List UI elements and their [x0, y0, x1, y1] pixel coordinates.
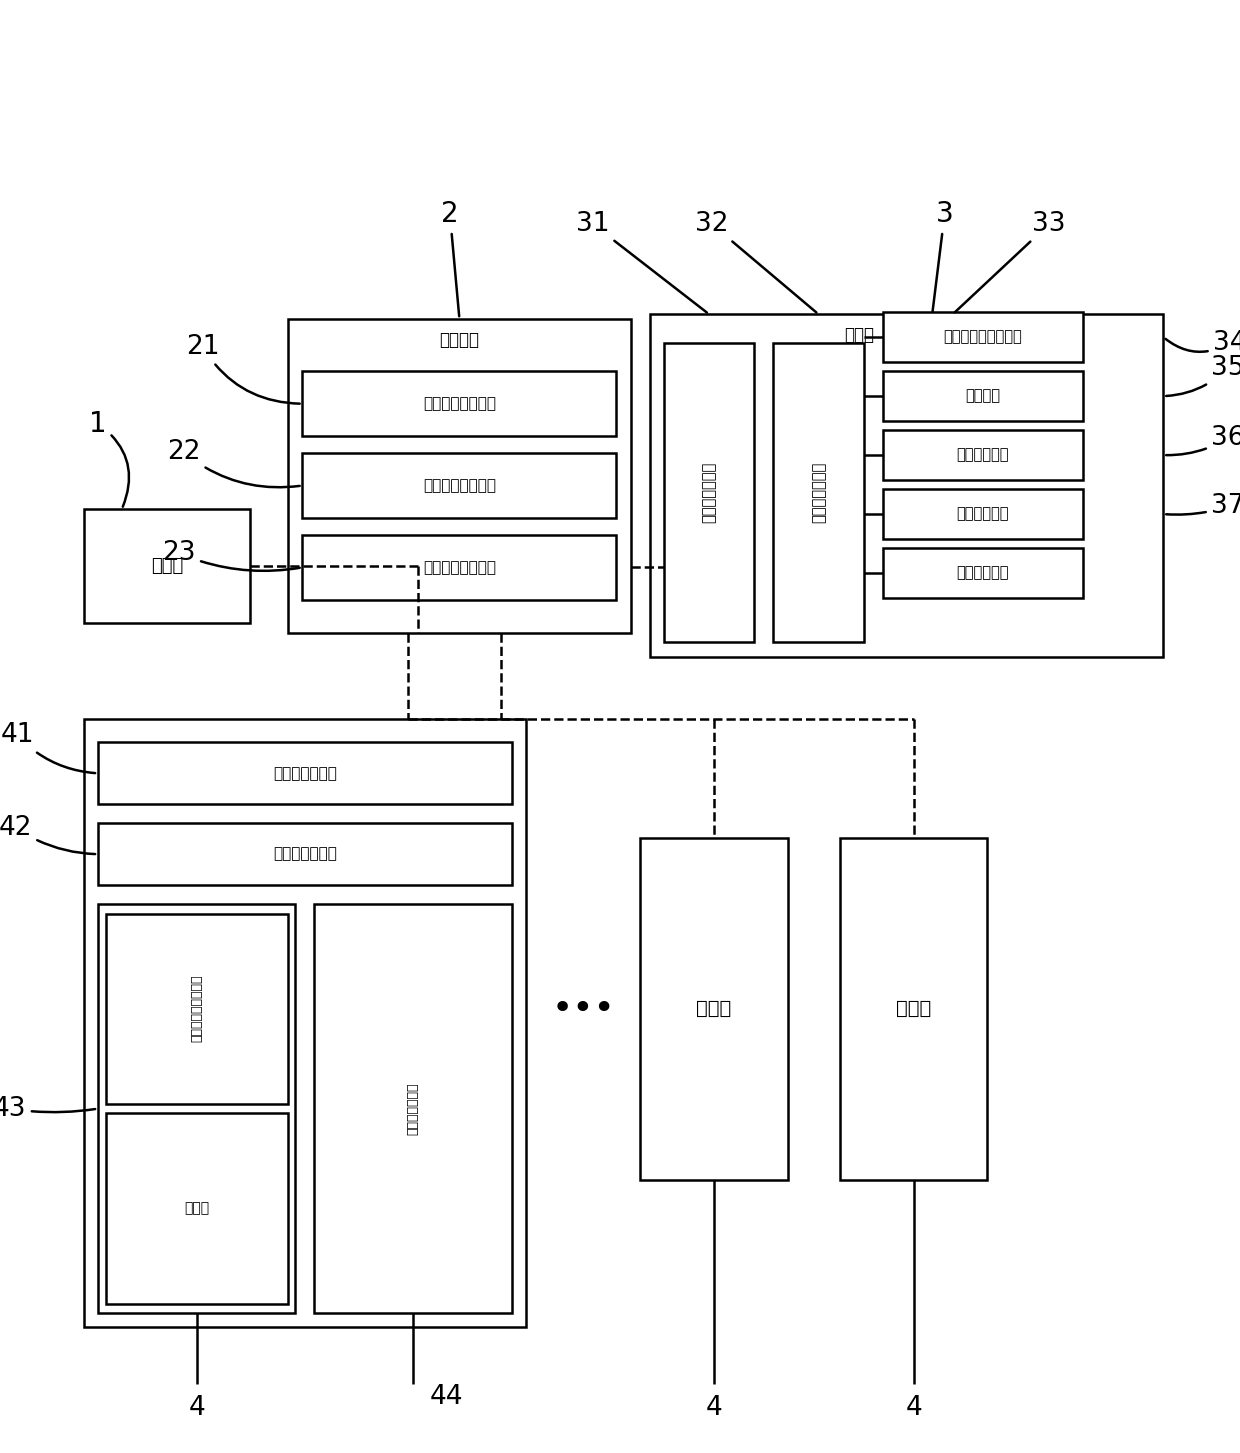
Text: 43: 43 [0, 1096, 95, 1122]
Bar [883, 312, 1083, 362]
Bar [315, 904, 512, 1314]
Text: 4: 4 [706, 1395, 722, 1421]
Text: 34: 34 [1166, 330, 1240, 356]
Text: 充电桨: 充电桨 [697, 1000, 732, 1019]
Text: 车辆接触单元: 车辆接触单元 [956, 448, 1009, 462]
Text: 充电桨状态检测单元: 充电桨状态检测单元 [190, 975, 203, 1042]
Bar [774, 343, 864, 642]
Text: 4: 4 [188, 1395, 205, 1421]
Bar [883, 490, 1083, 539]
Bar [883, 372, 1083, 421]
Bar [288, 320, 631, 634]
Bar [83, 510, 250, 623]
Bar [839, 837, 987, 1180]
Text: 充电桨通信单元: 充电桨通信单元 [273, 766, 337, 780]
Bar [98, 824, 512, 885]
Bar [98, 742, 512, 804]
Text: 充电桨: 充电桨 [897, 1000, 931, 1019]
Text: •••: ••• [552, 992, 615, 1026]
Text: 41: 41 [0, 722, 95, 773]
Bar [83, 719, 526, 1328]
Bar [650, 314, 1163, 657]
Text: 44: 44 [429, 1383, 463, 1409]
Text: 充电桨: 充电桨 [184, 1202, 210, 1216]
Bar [105, 914, 288, 1104]
Text: 42: 42 [0, 815, 95, 854]
Text: 充电桨接触单元: 充电桨接触单元 [407, 1082, 419, 1135]
Text: 车载端: 车载端 [844, 327, 874, 344]
Text: 还车异常处理单元: 还车异常处理单元 [423, 397, 496, 411]
Bar [303, 535, 616, 600]
Text: 3: 3 [932, 201, 954, 311]
Text: 服务器端通信单元: 服务器端通信单元 [423, 559, 496, 575]
Text: 服务器端处理单元: 服务器端处理单元 [423, 478, 496, 493]
Bar [640, 837, 787, 1180]
Text: 21: 21 [186, 334, 300, 404]
Text: 36: 36 [1166, 424, 1240, 455]
Text: 服务器端: 服务器端 [439, 331, 480, 349]
Text: 23: 23 [162, 541, 300, 571]
Text: 31: 31 [575, 211, 707, 312]
Text: 2: 2 [441, 201, 459, 317]
Text: 锁死检测单元: 锁死检测单元 [956, 565, 1009, 581]
Text: 37: 37 [1166, 494, 1240, 520]
Bar [883, 548, 1083, 597]
Text: 32: 32 [694, 211, 816, 312]
Text: 用户端: 用户端 [151, 558, 184, 575]
Text: 1: 1 [89, 410, 129, 507]
Bar [105, 1113, 288, 1303]
Text: 33: 33 [955, 211, 1066, 312]
Bar [883, 430, 1083, 479]
Text: 4: 4 [905, 1395, 923, 1421]
Bar [663, 343, 754, 642]
Text: 充电桨处理单元: 充电桨处理单元 [273, 847, 337, 862]
Text: 车载端状态检测单元: 车载端状态检测单元 [944, 330, 1022, 344]
Text: 22: 22 [167, 439, 300, 487]
Text: 车载端处理单元: 车载端处理单元 [811, 462, 826, 523]
Text: 动力锁定单元: 动力锁定单元 [956, 507, 1009, 522]
Bar [303, 453, 616, 517]
Bar [98, 904, 295, 1314]
Bar [303, 372, 616, 436]
Text: 车载端通信单元: 车载端通信单元 [702, 462, 717, 523]
Text: 35: 35 [1166, 355, 1240, 397]
Text: 计费单元: 计费单元 [965, 388, 1001, 404]
